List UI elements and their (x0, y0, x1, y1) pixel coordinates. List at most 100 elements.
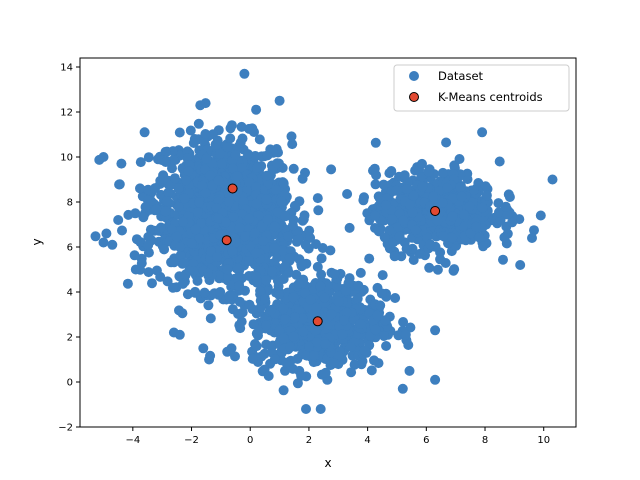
data-point (380, 315, 390, 326)
data-point (181, 175, 192, 186)
data-point (313, 205, 324, 216)
data-point (281, 357, 292, 368)
data-point (438, 231, 449, 242)
data-point (130, 208, 141, 219)
data-point (251, 341, 262, 352)
axes-frame (79, 57, 577, 428)
data-point (274, 95, 285, 106)
data-point (160, 206, 171, 217)
data-point (370, 137, 381, 148)
data-point (251, 104, 262, 115)
data-point (376, 288, 387, 299)
data-point (326, 309, 337, 320)
data-point (442, 182, 453, 193)
data-point (416, 172, 427, 183)
data-point (283, 231, 294, 242)
y-tick-label: 2 (67, 333, 73, 344)
data-point (355, 318, 366, 329)
x-tick-label: −2 (184, 435, 199, 446)
data-point (222, 271, 233, 282)
data-point (297, 313, 308, 324)
data-point (224, 290, 235, 301)
centroid-point (227, 183, 238, 194)
y-tick-label: 10 (60, 153, 73, 164)
data-point (507, 217, 518, 228)
data-point (394, 231, 405, 242)
data-point (213, 175, 224, 186)
data-point (358, 195, 369, 206)
data-point (276, 196, 287, 207)
data-point (305, 232, 316, 243)
data-point (212, 135, 223, 146)
data-point (280, 365, 290, 376)
data-point (173, 183, 184, 194)
data-point (261, 170, 272, 181)
data-point (425, 239, 436, 250)
data-point (328, 358, 339, 369)
data-point (319, 292, 330, 303)
x-axis-label: x (324, 456, 331, 470)
data-point (222, 264, 233, 275)
data-point (408, 190, 419, 201)
dataset-points (90, 68, 558, 414)
data-point (441, 137, 452, 148)
data-point (326, 164, 337, 175)
data-point (159, 244, 170, 255)
data-point (325, 245, 336, 256)
data-point (198, 343, 209, 354)
data-point (215, 287, 226, 297)
data-point (228, 211, 239, 222)
data-point (301, 404, 311, 414)
legend: Dataset K-Means centroids (393, 64, 570, 112)
data-point (194, 197, 205, 208)
data-point (195, 100, 206, 111)
data-point (203, 267, 213, 278)
data-point (147, 278, 157, 289)
data-point (240, 231, 250, 242)
data-point (236, 121, 247, 132)
data-point (179, 258, 190, 268)
data-point (391, 185, 402, 196)
data-point (166, 224, 177, 235)
x-tick-label: 2 (306, 435, 312, 446)
data-point (304, 225, 315, 236)
data-point (131, 234, 142, 245)
data-point (369, 355, 379, 366)
data-point (369, 163, 380, 174)
data-point (397, 383, 408, 394)
data-point (254, 134, 265, 145)
data-point (140, 202, 151, 212)
data-point (278, 274, 289, 284)
data-point (341, 307, 352, 318)
data-point (437, 197, 448, 208)
x-tick-label: 8 (482, 435, 488, 446)
centroid-point (312, 316, 323, 327)
data-point (190, 224, 201, 235)
data-point (481, 190, 492, 201)
data-point (185, 125, 196, 136)
data-point (377, 270, 388, 281)
data-point (320, 339, 331, 350)
data-point (527, 233, 537, 243)
data-point (184, 265, 195, 276)
data-point (230, 150, 241, 160)
data-point (267, 266, 278, 277)
data-point (301, 350, 312, 361)
data-point (292, 378, 303, 389)
data-point (168, 327, 179, 338)
data-point (272, 207, 283, 218)
data-point (230, 351, 240, 362)
data-point (200, 188, 211, 198)
data-point (423, 166, 434, 177)
data-point (201, 153, 212, 164)
y-axis-label: y (30, 238, 44, 245)
data-point (432, 264, 443, 275)
data-point (399, 170, 410, 181)
data-point (178, 216, 189, 227)
legend-box (393, 64, 570, 112)
data-point (375, 300, 386, 311)
data-point (387, 214, 398, 225)
data-point (274, 325, 285, 336)
data-point (258, 236, 269, 246)
data-point (248, 319, 259, 330)
